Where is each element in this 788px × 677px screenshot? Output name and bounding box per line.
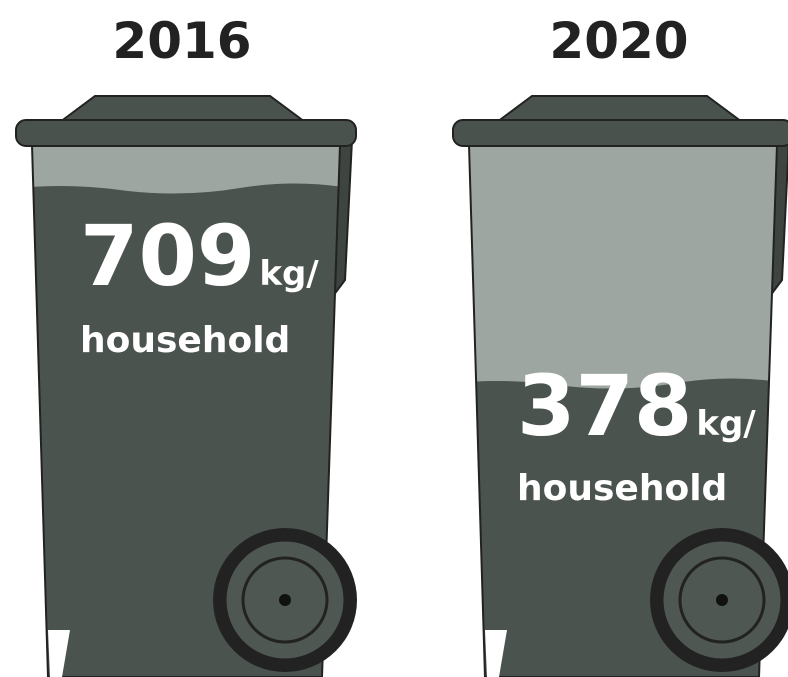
- bin-lid-top: [497, 96, 742, 122]
- value: 709: [80, 207, 255, 305]
- wheel-hub: [279, 594, 291, 606]
- infographic: 2016709kg/household2020378kg/household: [0, 0, 788, 677]
- per-label: household: [517, 468, 727, 509]
- year: 2020: [549, 12, 688, 70]
- per-label: household: [80, 320, 290, 361]
- unit: kg/: [696, 404, 756, 444]
- value: 378: [517, 357, 692, 455]
- bin-lid: [453, 120, 788, 146]
- bin-lid-top: [60, 96, 305, 122]
- year: 2016: [112, 12, 251, 70]
- wheel-hub: [716, 594, 728, 606]
- bin-lid: [16, 120, 356, 146]
- unit: kg/: [259, 254, 319, 294]
